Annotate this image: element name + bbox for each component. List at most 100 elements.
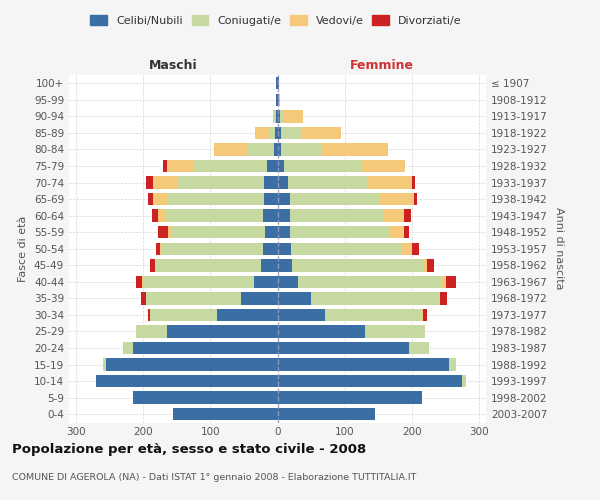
Bar <box>171 226 265 238</box>
Bar <box>133 342 277 354</box>
Y-axis label: Anni di nascita: Anni di nascita <box>554 208 564 290</box>
Bar <box>402 242 412 255</box>
Bar <box>277 94 279 106</box>
Y-axis label: Fasce di età: Fasce di età <box>19 216 28 282</box>
Bar <box>277 259 292 272</box>
Bar <box>414 193 418 205</box>
Bar <box>133 392 277 404</box>
Bar <box>276 110 277 122</box>
Bar <box>167 193 264 205</box>
Bar <box>173 408 277 420</box>
Bar <box>298 276 442 288</box>
Bar <box>150 259 155 272</box>
Bar <box>275 126 277 139</box>
Bar <box>290 226 391 238</box>
Bar <box>277 160 284 172</box>
Bar <box>162 242 263 255</box>
Bar <box>241 292 277 304</box>
Bar <box>193 160 268 172</box>
Bar <box>167 160 193 172</box>
Bar <box>123 342 133 354</box>
Bar <box>290 193 380 205</box>
Bar <box>404 226 409 238</box>
Bar <box>277 308 325 321</box>
Bar <box>176 176 264 189</box>
Bar <box>412 242 419 255</box>
Bar <box>292 259 424 272</box>
Bar <box>276 77 277 90</box>
Bar <box>449 358 456 371</box>
Text: Femmine: Femmine <box>350 58 414 71</box>
Bar <box>143 276 254 288</box>
Bar <box>439 292 440 304</box>
Bar <box>281 144 321 156</box>
Bar <box>277 210 290 222</box>
Bar <box>427 259 434 272</box>
Bar <box>265 226 277 238</box>
Bar <box>311 292 439 304</box>
Bar <box>362 160 405 172</box>
Bar <box>263 210 277 222</box>
Bar <box>446 276 456 288</box>
Bar <box>277 226 290 238</box>
Bar <box>277 375 463 388</box>
Bar <box>277 408 375 420</box>
Bar <box>424 308 427 321</box>
Bar <box>274 110 276 122</box>
Bar <box>141 292 146 304</box>
Bar <box>280 110 283 122</box>
Bar <box>263 242 277 255</box>
Bar <box>269 126 275 139</box>
Bar <box>290 210 384 222</box>
Bar <box>277 358 449 371</box>
Bar <box>158 210 165 222</box>
Bar <box>167 326 277 338</box>
Bar <box>424 259 427 272</box>
Bar <box>404 210 410 222</box>
Bar <box>157 242 160 255</box>
Bar <box>168 226 171 238</box>
Bar <box>325 308 422 321</box>
Bar <box>157 259 260 272</box>
Bar <box>279 94 280 106</box>
Bar <box>277 193 290 205</box>
Bar <box>247 144 274 156</box>
Bar <box>283 110 303 122</box>
Bar <box>284 160 362 172</box>
Bar <box>254 276 277 288</box>
Bar <box>291 242 402 255</box>
Bar <box>368 176 412 189</box>
Bar <box>142 276 143 288</box>
Bar <box>463 375 466 388</box>
Bar <box>153 193 167 205</box>
Bar <box>440 292 447 304</box>
Bar <box>301 126 341 139</box>
Bar <box>136 276 142 288</box>
Bar <box>146 176 153 189</box>
Bar <box>217 308 277 321</box>
Bar <box>281 126 301 139</box>
Bar <box>365 326 425 338</box>
Bar <box>277 292 311 304</box>
Bar <box>277 392 422 404</box>
Bar <box>153 176 176 189</box>
Bar <box>148 308 150 321</box>
Bar <box>146 292 241 304</box>
Legend: Celibi/Nubili, Coniugati/e, Vedovi/e, Divorziati/e: Celibi/Nubili, Coniugati/e, Vedovi/e, Di… <box>86 10 466 30</box>
Bar <box>274 144 277 156</box>
Bar <box>165 210 263 222</box>
Bar <box>277 242 291 255</box>
Text: COMUNE DI AGEROLA (NA) - Dati ISTAT 1° gennaio 2008 - Elaborazione TUTTITALIA.IT: COMUNE DI AGEROLA (NA) - Dati ISTAT 1° g… <box>12 472 416 482</box>
Bar <box>214 144 247 156</box>
Bar <box>412 176 415 189</box>
Bar <box>287 176 368 189</box>
Bar <box>391 226 404 238</box>
Bar <box>96 375 277 388</box>
Bar <box>442 276 446 288</box>
Bar <box>277 176 287 189</box>
Bar <box>384 210 404 222</box>
Bar <box>155 259 157 272</box>
Bar <box>422 308 424 321</box>
Bar <box>158 226 168 238</box>
Bar <box>268 160 277 172</box>
